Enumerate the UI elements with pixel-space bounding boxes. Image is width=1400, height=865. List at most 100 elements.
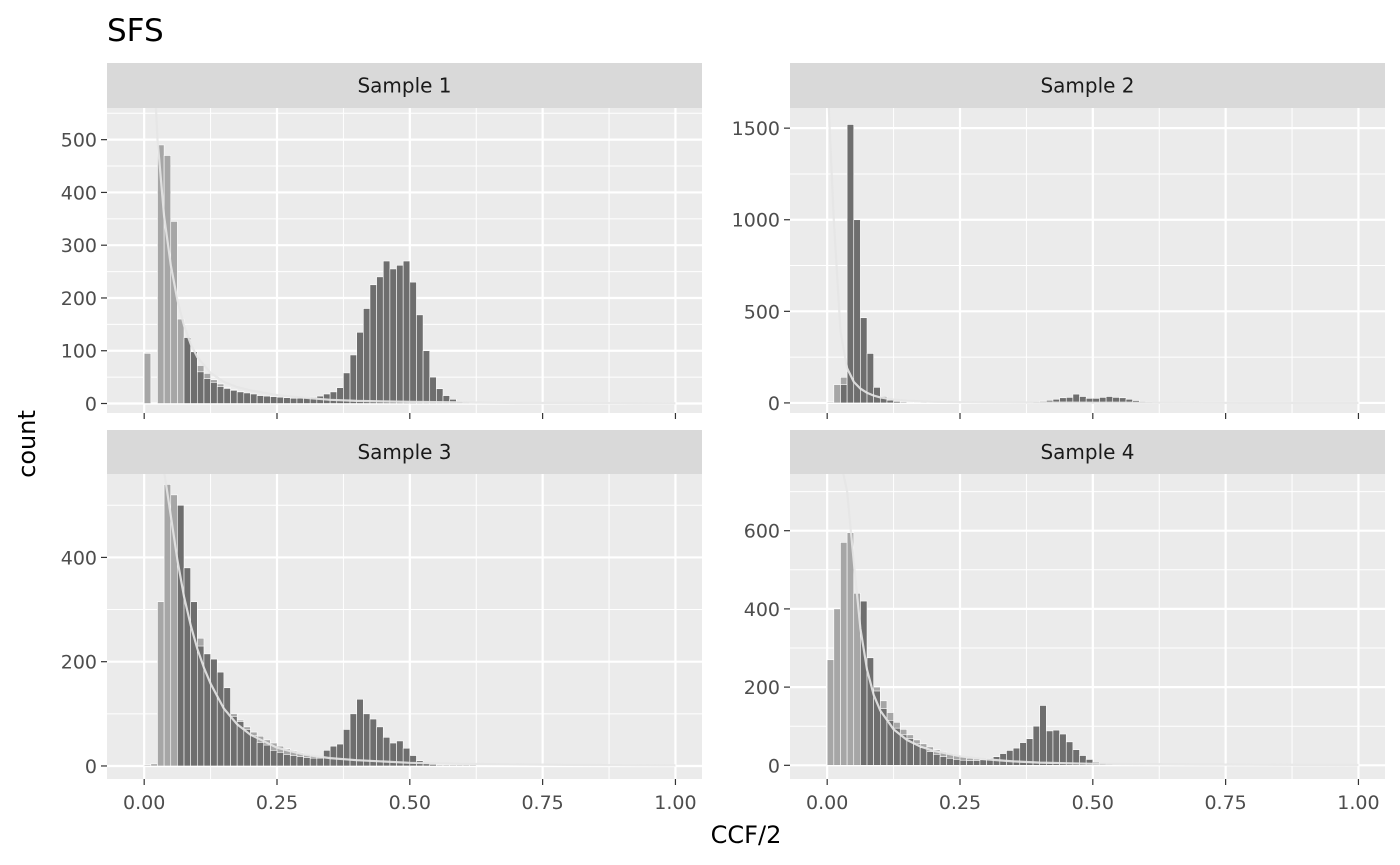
- histogram-bar-light-3: [495, 765, 504, 767]
- histogram-bar-dark-1: [356, 331, 364, 404]
- histogram-bar-dark-3: [336, 743, 344, 767]
- y-tick-label-2: 1000: [732, 210, 780, 232]
- histogram-bar-dark-1: [416, 314, 424, 404]
- histogram-bar-dark-4: [1032, 725, 1040, 766]
- histogram-bar-dark-1: [289, 397, 298, 404]
- fit-line-1: [154, 108, 676, 405]
- histogram-bar-dark-1: [363, 308, 371, 404]
- histogram-bar-dark-3: [363, 713, 371, 767]
- histogram-bar-light-3: [436, 764, 444, 767]
- histogram-bar-dark-4: [933, 754, 941, 766]
- histogram-bar-dark-3: [329, 745, 338, 767]
- histogram-bar-dark-4: [939, 756, 948, 766]
- histogram-bar-dark-4: [860, 600, 868, 766]
- histogram-bar-dark-3: [256, 742, 265, 767]
- y-tick-label-3: 200: [61, 652, 97, 674]
- histogram-bar-dark-3: [250, 735, 258, 767]
- x-tick-label-4: 1.00: [1337, 792, 1379, 814]
- histogram-bar-dark-3: [309, 757, 318, 767]
- strip-background-2: [790, 63, 1385, 108]
- y-tick-label-1: 500: [61, 130, 97, 152]
- y-tick-label-1: 0: [85, 394, 97, 416]
- histogram-bar-light-3: [462, 764, 470, 767]
- histogram-bar-dark-1: [409, 281, 417, 404]
- histogram-bar-dark-3: [276, 752, 284, 767]
- y-tick-label-2: 1500: [732, 118, 780, 140]
- histogram-bar-dark-1: [276, 396, 284, 404]
- strip-background-1: [107, 63, 702, 108]
- panel-plot-area-3: [107, 474, 702, 779]
- histogram-bar-dark-2: [906, 402, 914, 404]
- y-tick-label-4: 600: [744, 521, 780, 543]
- histogram-bar-dark-4: [919, 747, 928, 766]
- histogram-bar-dark-2: [853, 219, 861, 404]
- histogram-bar-dark-1: [349, 354, 357, 404]
- histogram-bar-dark-3: [289, 755, 298, 767]
- histogram-bar-dark-1: [230, 390, 238, 404]
- histogram-bar-dark-3: [216, 671, 225, 767]
- histogram-bar-dark-4: [1059, 733, 1067, 766]
- strip-label-2: Sample 2: [1040, 74, 1134, 98]
- y-tick-label-1: 100: [61, 341, 97, 363]
- histogram-bar-dark-2: [840, 384, 848, 404]
- histogram-bar-light-3: [143, 764, 152, 767]
- histogram-bar-light-3: [150, 763, 158, 767]
- histogram-bar-dark-1: [329, 391, 338, 404]
- y-tick-label-3: 400: [61, 547, 97, 569]
- x-tick-label-4: 0.25: [939, 792, 981, 814]
- y-tick-label-2: 0: [768, 393, 780, 415]
- histogram-bar-dark-3: [263, 744, 271, 767]
- facet-panels: Sample 1 0 100 200 300 400 500 Sample 2 0 500 1000…: [61, 63, 1385, 814]
- histogram-bar-dark-1: [210, 382, 218, 404]
- histogram-bar-dark-2: [899, 401, 908, 404]
- histogram-bar-dark-3: [296, 756, 304, 767]
- histogram-bar-dark-3: [210, 658, 218, 767]
- histogram-bar-dark-3: [283, 754, 291, 767]
- histogram-bar-light-1: [170, 221, 178, 404]
- x-tick-label-3: 0.25: [256, 792, 298, 814]
- histogram-bar-dark-1: [256, 395, 265, 404]
- histogram-bar-dark-4: [1052, 729, 1060, 766]
- histogram-bar-dark-4: [1006, 750, 1014, 766]
- histogram-bar-dark-3: [270, 750, 278, 767]
- panel-plot-area-1: [107, 108, 702, 413]
- y-tick-label-1: 300: [61, 235, 97, 257]
- y-tick-label-3: 0: [85, 756, 97, 778]
- histogram-bar-dark-1: [422, 350, 431, 404]
- histogram-bar-dark-1: [343, 372, 351, 404]
- histogram-bar-dark-1: [263, 395, 271, 404]
- histogram-bar-dark-1: [369, 284, 377, 404]
- histogram-bar-dark-1: [270, 396, 278, 404]
- y-axis-title: count: [13, 410, 41, 478]
- histogram-bar-dark-4: [953, 759, 961, 766]
- x-tick-label-3: 0.00: [123, 792, 165, 814]
- histogram-bar-light-3: [489, 765, 497, 767]
- histogram-bar-dark-3: [356, 698, 364, 767]
- histogram-bar-light-1: [143, 353, 152, 404]
- histogram-bar-dark-1: [296, 397, 304, 404]
- histogram-bar-dark-1: [402, 260, 411, 404]
- histogram-bar-light-3: [509, 765, 517, 767]
- facet-panel-2: Sample 2 0 500 1000 1500: [732, 63, 1385, 419]
- panel-background-2: [790, 108, 1385, 413]
- histogram-bar-dark-3: [303, 757, 311, 767]
- histogram-bar-dark-2: [846, 124, 855, 404]
- histogram-bar-light-3: [482, 765, 490, 767]
- histogram-bar-dark-3: [376, 726, 384, 767]
- histogram-bar-light-3: [449, 764, 457, 767]
- histogram-bar-light-1: [163, 155, 172, 404]
- histogram-bar-dark-4: [946, 757, 954, 766]
- x-tick-label-3: 1.00: [654, 792, 696, 814]
- x-tick-label-4: 0.75: [1204, 792, 1246, 814]
- histogram-bar-dark-2: [880, 396, 888, 404]
- x-tick-label-3: 0.50: [389, 792, 431, 814]
- histogram-bar-dark-3: [429, 764, 437, 767]
- histogram-bar-light-3: [475, 765, 484, 767]
- histogram-bar-light-2: [833, 384, 841, 404]
- strip-background-4: [790, 430, 1385, 474]
- y-tick-label-2: 500: [744, 301, 780, 323]
- histogram-bar-dark-1: [223, 388, 231, 404]
- strip-label-4: Sample 4: [1040, 440, 1134, 464]
- facet-panel-3: Sample 3 0 200 400 0.00 0.25 0.50 0.75 1.00: [61, 430, 702, 814]
